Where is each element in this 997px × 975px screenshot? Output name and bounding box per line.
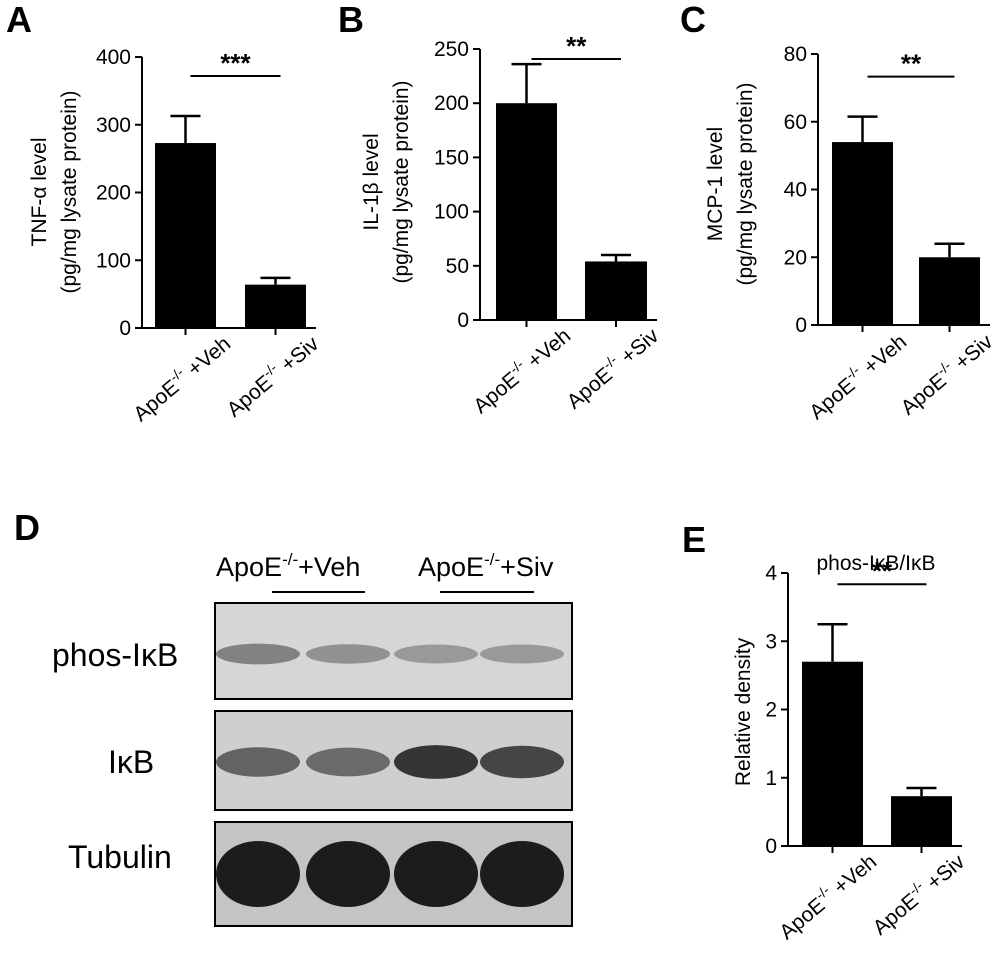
y-axis-label-c-line1: MCP-1 level [704,127,727,241]
x-tick-label-c: ApoE-/- +Veh [803,327,911,424]
y-axis-label-a-line1: TNF-α level [28,138,51,247]
blot-band-0-lane-1 [306,644,390,664]
blot-group-label-veh: ApoE-/-+Veh [216,550,360,582]
bar-b-veh [496,103,557,320]
blot-band-2-lane-1 [306,841,390,907]
panel-label-c: C [680,0,706,40]
y-tick-label-e: 3 [765,630,777,653]
x-tick-label-b: ApoE-/- +Veh [467,321,575,418]
blot-group-siv-base: ApoE [418,552,484,582]
bar-b-siv [585,261,647,320]
y-tick-label-e: 4 [765,562,777,585]
blot-band-0-lane-0 [216,643,300,665]
blot-group-veh-sup: -/- [282,550,298,569]
y-tick-label-e: 1 [765,767,777,790]
blot-group-veh-base: ApoE [216,552,282,582]
y-tick-label-a: 0 [119,317,131,340]
x-tick-label-a: ApoE-/- +Siv [220,329,323,422]
blot-label-ikb: IκB [108,744,154,780]
y-tick-label-b: 50 [446,255,469,278]
y-tick-label-b: 100 [434,201,469,224]
blot-band-0-lane-2 [394,644,478,664]
x-tick-label-b: ApoE-/- +Siv [560,321,663,414]
x-tick-label-c: ApoE-/- +Siv [894,327,997,420]
panel-label-e: E [682,519,706,560]
panel-label-d: D [14,507,40,548]
significance-marker-c: ** [901,49,922,79]
western-blot-d: ApoE-/-+Veh ApoE-/-+Siv phos-IκB IκB Tub… [52,550,573,927]
blot-group-siv-sup: -/- [484,550,500,569]
y-tick-label-c: 0 [795,314,807,337]
panel-label-b: B [338,0,364,40]
y-axis-label-b-line2: (pg/mg lysate protein) [390,80,413,283]
y-tick-label-e: 2 [765,699,777,722]
y-tick-label-c: 40 [784,179,807,202]
y-tick-label-c: 60 [784,111,807,134]
y-tick-label-b: 250 [434,38,469,61]
y-tick-label-b: 200 [434,92,469,115]
blot-group-veh-suffix: +Veh [298,552,360,582]
x-tick-label-e: ApoE-/- +Veh [773,847,881,944]
y-axis-label-c-line2: (pg/mg lysate protein) [734,82,757,285]
bar-c-veh [832,142,893,325]
y-axis-label-a-line2: (pg/mg lysate protein) [58,90,81,293]
blot-band-1-lane-0 [216,747,300,777]
y-tick-label-a: 200 [96,182,131,205]
y-axis-label-b-line1: IL-1β level [360,133,383,230]
chart-e-title: phos-IκB/IκB [816,552,935,575]
y-tick-label-b: 0 [457,309,469,332]
blot-band-2-lane-3 [480,841,564,907]
blot-label-tubulin: Tubulin [68,839,172,875]
chart-a: TNF-α level (pg/mg lysate protein) 0 100 2… [28,46,324,426]
y-axis-label-e: Relative density [732,637,755,786]
y-tick-label-a: 400 [96,46,131,69]
x-tick-label-e: ApoE-/- +Siv [866,847,969,940]
blot-band-0-lane-3 [480,644,564,664]
blot-band-1-lane-1 [306,747,390,777]
bar-a-veh [155,143,216,328]
y-tick-label-c: 20 [784,246,807,269]
significance-marker-b: ** [566,31,587,61]
y-tick-label-b: 150 [434,146,469,169]
bar-e-veh [802,661,863,846]
blot-band-1-lane-3 [480,745,564,779]
chart-e: phos-IκB/IκB Relative density 0 1 2 3 4 ApoE-… [732,552,970,944]
blot-label-phos-ikb: phos-IκB [52,637,178,673]
significance-marker-e: ** [872,556,893,586]
y-tick-label-e: 0 [765,835,777,858]
x-tick-label-a: ApoE-/- +Veh [127,329,235,426]
bar-c-siv [919,257,980,325]
chart-c: MCP-1 level (pg/mg lysate protein) 0 20 40… [704,43,997,424]
significance-marker-a: *** [220,48,251,78]
bar-a-siv [245,284,306,328]
panel-label-a: A [6,0,32,40]
blot-band-2-lane-0 [216,841,300,907]
blot-group-label-siv: ApoE-/-+Siv [418,550,554,582]
y-tick-label-c: 80 [784,43,807,66]
blot-band-1-lane-2 [394,745,478,779]
bar-e-siv [891,796,952,846]
blot-group-siv-suffix: +Siv [500,552,554,582]
chart-b: IL-1β level (pg/mg lysate protein) 0 50 10… [360,31,664,418]
blot-band-2-lane-2 [394,841,478,907]
y-tick-label-a: 300 [96,114,131,137]
y-tick-label-a: 100 [96,249,131,272]
